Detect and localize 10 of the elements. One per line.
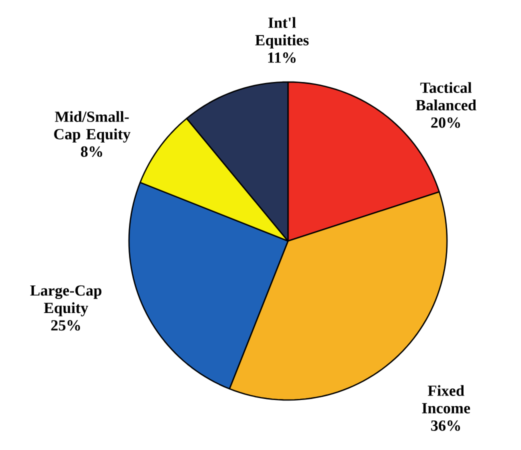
data-label: 25%	[51, 320, 80, 331]
data-label: 8%	[80, 146, 102, 157]
slice-label: Fixed Income	[422, 385, 470, 414]
data-label: 20%	[431, 117, 460, 128]
slice-label: Large-Cap Equity	[30, 285, 102, 316]
slice-label: Mid/Small-Cap Equity	[54, 111, 130, 143]
slice-label: Int'l Equities	[255, 17, 309, 49]
data-label: 36%	[431, 420, 460, 431]
data-label: 11%	[268, 52, 296, 63]
slice-label: Tactical Balanced	[416, 82, 476, 110]
